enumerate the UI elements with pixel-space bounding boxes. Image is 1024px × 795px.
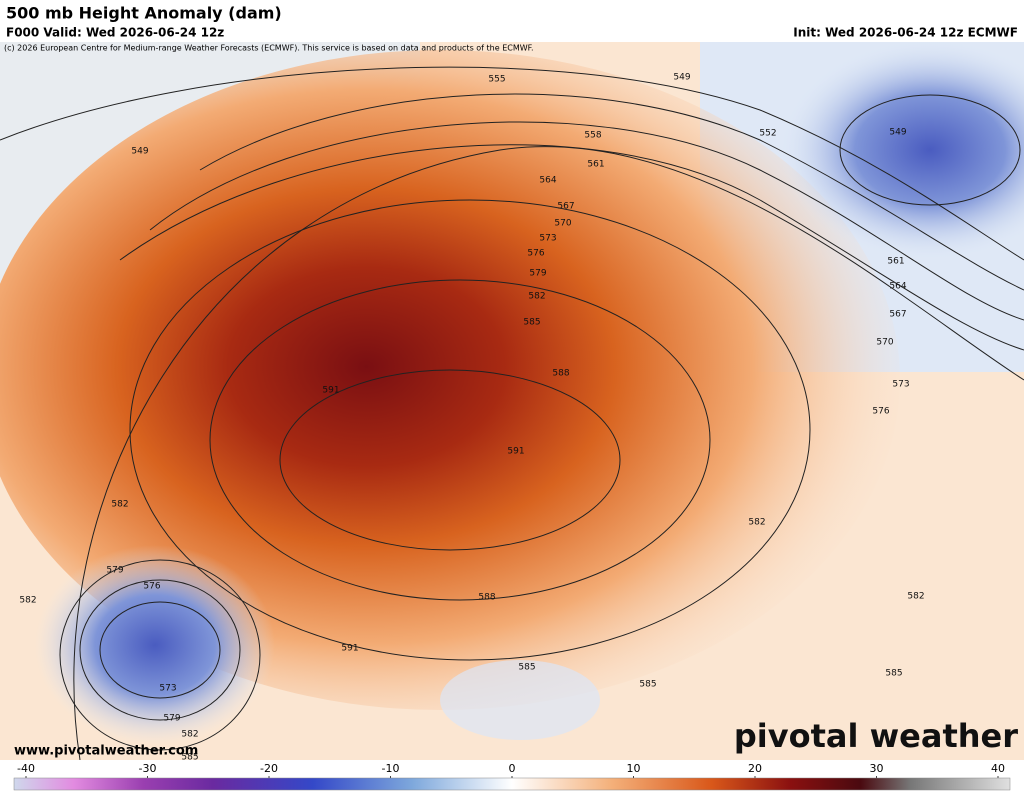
colorbar-tick-label: 0 [509,762,516,775]
contour-label: 579 [163,714,180,724]
colorbar-tick-label: 10 [627,762,641,775]
contour-label: 582 [19,596,36,606]
contour-label: 591 [507,447,524,457]
contour-label: 585 [885,669,902,679]
contour-label: 582 [181,730,198,740]
contour-label: 585 [523,318,540,328]
contour-label: 576 [872,407,889,417]
colorbar [13,777,1011,791]
contour-label: 576 [527,249,544,259]
header-bar [0,0,1024,42]
contour-label: 585 [181,753,198,763]
contour-label: 561 [587,160,604,170]
contour-label: 579 [106,566,123,576]
contours [0,66,1024,761]
contour-label: 591 [322,386,339,396]
cold-anomaly [35,545,275,745]
colorbar-tick-label: -20 [260,762,278,775]
logo: pivotal weather [734,717,1018,755]
contour-label: 585 [518,663,535,673]
contour-label: 567 [557,202,574,212]
website: www.pivotalweather.com [14,744,198,759]
contour-label: 585 [639,680,656,690]
cold-anomaly [780,40,1024,260]
contour-label: 549 [889,128,906,138]
contour-label: 582 [907,592,924,602]
contour-label: 552 [759,129,776,139]
contour-label: 573 [892,380,909,390]
contour-label: 564 [539,176,556,186]
colorbar-tick-label: 20 [748,762,762,775]
contour-label: 582 [528,292,545,302]
contour-label: 576 [143,582,160,592]
contour-label: 588 [552,369,569,379]
warm-anomaly [0,50,900,710]
contour-label: 582 [748,518,765,528]
contour-label: 588 [478,593,495,603]
contour-label: 564 [889,282,906,292]
credit: (c) 2026 European Centre for Medium-rang… [4,44,534,53]
colorbar-tick-label: -40 [17,762,35,775]
contour-label: 555 [488,75,505,85]
contour-label: 549 [673,73,690,83]
contour-label: 573 [159,684,176,694]
contour-label: 582 [111,500,128,510]
contour-label: 558 [584,131,601,141]
contour-label: 549 [131,147,148,157]
init-time: Init: Wed 2026-06-24 12z ECMWF [793,26,1018,40]
contour-label: 561 [887,257,904,267]
contour-label: 591 [341,644,358,654]
contour-label: 570 [876,338,893,348]
title: 500 mb Height Anomaly (dam) [6,4,282,23]
valid-time: F000 Valid: Wed 2026-06-24 12z [6,26,224,40]
colorbar-tick-label: 30 [870,762,884,775]
contour-label: 570 [554,219,571,229]
contour-label: 567 [889,310,906,320]
colorbar-tick-label: -30 [139,762,157,775]
colorbar-tick-label: -10 [382,762,400,775]
colorbar-tick-label: 40 [991,762,1005,775]
cold-region [440,660,600,740]
contour-label: 573 [539,234,556,244]
colorbar-ticks: -40 -30 -20 -10 0 10 20 30 40 [17,762,1005,778]
contour-label: 579 [529,269,546,279]
